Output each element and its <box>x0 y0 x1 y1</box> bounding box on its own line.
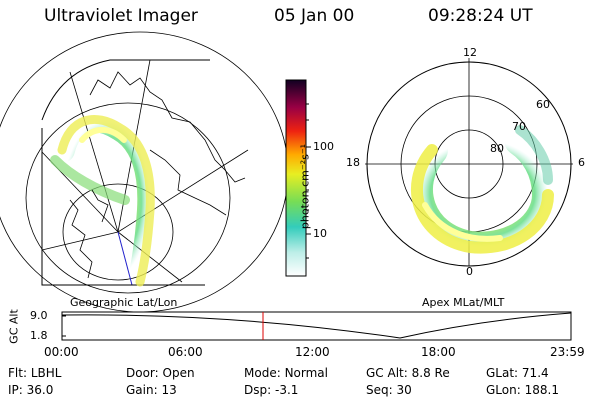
date-label: 05 Jan 00 <box>274 6 355 26</box>
instrument-title: Ultraviolet Imager <box>44 6 198 26</box>
seq-value: 30 <box>396 383 412 397</box>
filter-info: Flt: LBHL <box>8 366 61 380</box>
time-tick-1800: 18:00 <box>421 345 456 359</box>
seq-info: Seq: 30 <box>366 383 412 397</box>
ip-info: IP: 36.0 <box>8 383 53 397</box>
dsp-info: Dsp: -3.1 <box>244 383 298 397</box>
geo-panel-caption: Geographic Lat/Lon <box>70 296 178 309</box>
time-tick-0000: 00:00 <box>44 345 79 359</box>
altitude-axis-label: GC Alt <box>7 309 21 344</box>
door-value: Open <box>162 366 195 380</box>
glat-value: 71.4 <box>521 366 549 380</box>
gain-label: Gain: <box>126 383 158 397</box>
altitude-plot <box>61 311 572 341</box>
altitude-tick-1-8: 1.8 <box>30 329 48 342</box>
glat-label: GLat: <box>486 366 519 380</box>
mode-label: Mode: <box>244 366 281 380</box>
mlat-label-60: 60 <box>536 98 550 111</box>
gcalt-info: GC Alt: 8.8 Re <box>366 366 450 380</box>
glat-info: GLat: 71.4 <box>486 366 549 380</box>
apex-panel-caption: Apex MLat/MLT <box>422 296 505 309</box>
door-info: Door: Open <box>126 366 195 380</box>
mlt-label-0: 0 <box>466 265 473 278</box>
time-tick-0600: 06:00 <box>168 345 203 359</box>
seq-label: Seq: <box>366 383 393 397</box>
dsp-value: -3.1 <box>274 383 299 397</box>
mlt-label-12: 12 <box>463 46 477 59</box>
colorbar-tick-10: 10 <box>313 227 327 240</box>
mode-info: Mode: Normal <box>244 366 328 380</box>
filter-value: LBHL <box>30 366 62 380</box>
mlt-label-6: 6 <box>578 156 585 169</box>
colorbar <box>285 79 311 277</box>
mlat-label-80: 80 <box>490 142 504 155</box>
mode-value: Normal <box>284 366 328 380</box>
ip-value: 36.0 <box>26 383 54 397</box>
geographic-map <box>0 31 289 313</box>
apex-polar-plot <box>365 58 573 267</box>
glon-value: 188.1 <box>524 383 559 397</box>
gain-info: Gain: 13 <box>126 383 177 397</box>
time-tick-1200: 12:00 <box>295 345 330 359</box>
gcalt-value: 8.8 Re <box>411 366 450 380</box>
filter-label: Flt: <box>8 366 27 380</box>
mlat-label-70: 70 <box>512 120 526 133</box>
mlt-label-18: 18 <box>346 156 360 169</box>
colorbar-label: photon cm⁻²s⁻¹ <box>298 143 312 230</box>
dsp-label: Dsp: <box>244 383 272 397</box>
gain-value: 13 <box>161 383 177 397</box>
time-label: 09:28:24 UT <box>428 6 533 26</box>
door-label: Door: <box>126 366 159 380</box>
time-tick-2359: 23:59 <box>550 345 585 359</box>
gcalt-label: GC Alt: <box>366 366 408 380</box>
glon-info: GLon: 188.1 <box>486 383 559 397</box>
glon-label: GLon: <box>486 383 521 397</box>
colorbar-tick-100: 100 <box>313 140 334 153</box>
altitude-tick-9: 9.0 <box>30 309 48 322</box>
ip-label: IP: <box>8 383 23 397</box>
